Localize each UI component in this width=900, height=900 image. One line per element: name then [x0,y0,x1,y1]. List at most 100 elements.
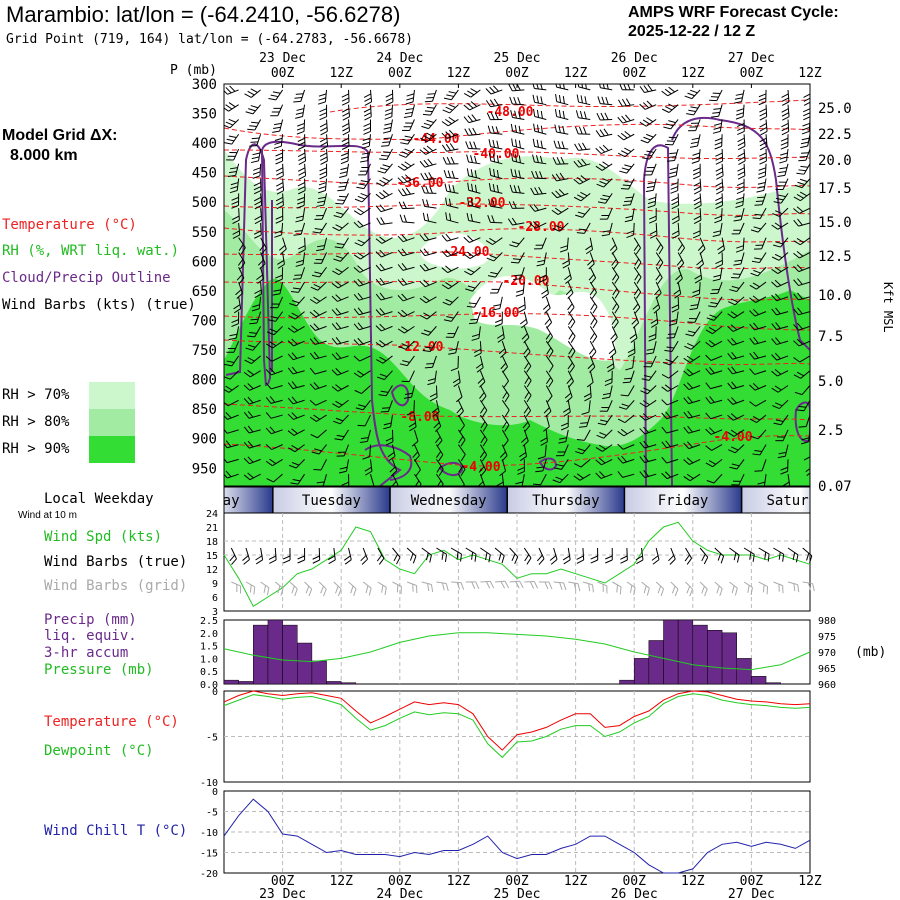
profile-wind-barb [353,265,371,273]
isotherm-label: -8.00 [400,410,439,425]
isotherm-24 [224,251,810,270]
profile-wind-barb [272,281,284,296]
profile-wind-barb [287,366,305,375]
wind-tick: 6 [212,593,218,604]
wind-tick: 3 [212,607,218,618]
profile-wind-barb [319,163,328,180]
profile-wind-barb [532,138,547,150]
profile-wind-barb [781,104,790,121]
grid-wind-barb [802,581,815,592]
profile-wind-barb [226,148,240,161]
precip-bar [253,624,269,685]
profile-wind-barb [523,400,532,418]
cloud-outline-left [225,140,402,486]
profile-wind-barb [319,148,328,165]
profile-wind-barb [620,385,635,397]
profile-wind-barb [553,140,569,150]
pressure-tick: 400 [192,136,217,152]
profile-wind-barb [420,172,437,181]
profile-wind-barb [441,265,459,274]
profile-wind-barb [247,119,262,131]
profile-wind-barb [731,267,745,279]
top-time-tick: 12Z [798,66,822,81]
profile-wind-barb [598,84,613,91]
pressure-tick: 600 [192,254,217,270]
profile-wind-barb [758,89,767,106]
profile-wind-barb [358,163,371,176]
profile-wind-barb [727,337,745,346]
profile-wind-barb [749,414,767,423]
profile-wind-barb [331,307,349,316]
grid-wind-barb [231,581,242,594]
pressure-tick: 300 [192,77,217,93]
profile-wind-barb [567,311,576,329]
profile-wind-barb [517,459,525,475]
profile-wind-barb [496,326,505,343]
profile-wind-barb [639,84,657,94]
profile-wind-barb [671,222,680,239]
profile-wind-barb [295,104,306,119]
wind-chill-label: Wind Chill T (°C) [44,823,188,839]
profile-wind-barb [419,279,437,288]
profile-wind-barb [379,148,393,161]
profile-wind-barb [297,163,307,180]
precip-tick: 2.0 [200,629,218,640]
profile-wind-barb [562,400,571,417]
profile-wind-barb [488,139,503,150]
profile-wind-barb [560,415,569,431]
isotherm-label: -16.00 [473,306,520,321]
profile-wind-barb [224,399,239,407]
weekday-name: Monday [189,493,240,509]
weekday-segment [741,487,810,513]
profile-wind-barb [727,397,745,405]
profile-wind-barb [331,322,349,331]
profile-wind-barb [530,186,547,196]
profile-wind-barb [353,322,371,331]
profile-wind-barb [622,193,635,206]
profile-wind-barb [752,207,767,220]
profile-wind-barb [442,103,459,114]
surface-wind-barb [376,547,385,565]
profile-wind-barb [363,104,372,121]
surface-wind-barb [297,547,306,564]
grid-wind-barb [451,581,465,590]
profile-wind-barb [232,222,241,239]
profile-wind-barb [309,337,327,346]
profile-wind-barb [749,295,767,303]
profile-wind-barb [589,326,598,344]
profile-wind-barb [298,237,306,254]
profile-wind-barb [771,252,789,261]
profile-wind-barb [466,168,481,180]
profile-wind-barb [265,458,283,467]
profile-wind-barb [398,201,415,210]
profile-wind-barb [422,198,437,209]
cloud-outline-right-c [794,401,810,442]
profile-wind-barb [715,193,724,210]
profile-wind-barb [597,414,613,426]
profile-wind-barb [685,326,701,337]
profile-wind-barb [602,385,613,400]
chill-tick: -10 [200,828,218,839]
profile-wind-barb [362,444,371,460]
isotherm-48 [329,99,810,113]
profile-wind-barb [629,326,638,343]
profile-wind-barb [705,339,723,348]
surface-wind-barb [436,547,448,562]
profile-wind-barb [532,154,547,165]
profile-wind-barb [253,193,263,210]
profile-wind-barb [287,338,305,347]
precip-bar [736,658,752,685]
profile-wind-barb [384,104,393,120]
profile-wind-barb [359,429,371,444]
profile-wind-barb [709,89,723,102]
profile-wind-barb [353,337,371,346]
profile-wind-barb [749,382,767,391]
profile-wind-barb [414,473,422,486]
profile-wind-barb [705,367,723,375]
profile-wind-barb [510,252,525,264]
profile-wind-barb [750,429,767,440]
profile-wind-barb [793,206,810,214]
pressure-tick: 700 [192,313,217,329]
bottom-date-label: 24 Dec [376,887,423,900]
precip-bar [619,679,635,685]
